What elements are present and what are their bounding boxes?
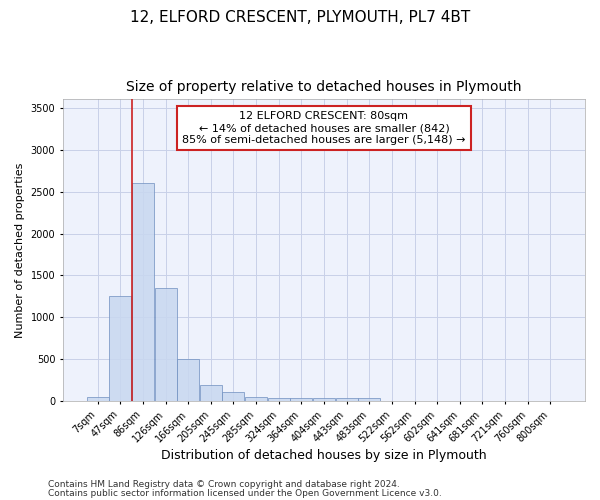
Title: Size of property relative to detached houses in Plymouth: Size of property relative to detached ho… (126, 80, 522, 94)
Bar (335, 398, 358, 402)
Bar (223, 392, 244, 402)
Bar (313, 398, 335, 402)
Bar (268, 398, 290, 402)
Bar (290, 398, 313, 402)
Bar (245, 397, 267, 402)
Bar (177, 360, 199, 402)
Bar (132, 183, 154, 402)
Text: 12, ELFORD CRESCENT, PLYMOUTH, PL7 4BT: 12, ELFORD CRESCENT, PLYMOUTH, PL7 4BT (130, 10, 470, 25)
Bar (200, 384, 222, 402)
Y-axis label: Number of detached properties: Number of detached properties (15, 162, 25, 338)
X-axis label: Distribution of detached houses by size in Plymouth: Distribution of detached houses by size … (161, 450, 487, 462)
Text: 12 ELFORD CRESCENT: 80sqm
← 14% of detached houses are smaller (842)
85% of semi: 12 ELFORD CRESCENT: 80sqm ← 14% of detac… (182, 112, 466, 144)
Bar (155, 288, 176, 402)
Text: Contains HM Land Registry data © Crown copyright and database right 2024.: Contains HM Land Registry data © Crown c… (48, 480, 400, 489)
Text: Contains public sector information licensed under the Open Government Licence v3: Contains public sector information licen… (48, 488, 442, 498)
Bar (109, 296, 131, 402)
Bar (86, 397, 109, 402)
Bar (358, 398, 380, 402)
